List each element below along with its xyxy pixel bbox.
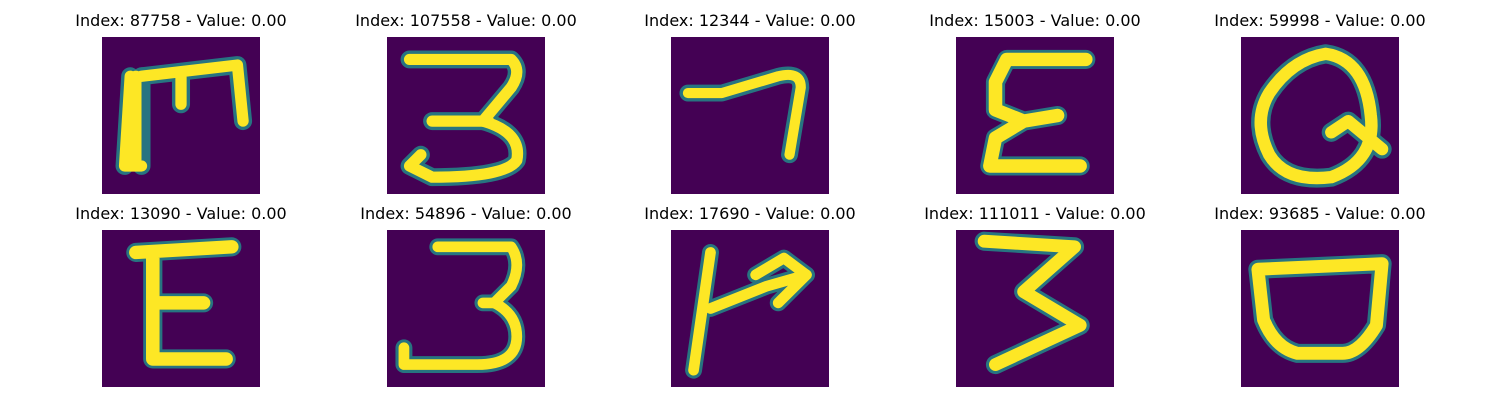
panel-2: Index: 107558 - Value: 0.00 xyxy=(324,9,608,194)
panel-title: Index: 111011 - Value: 0.00 xyxy=(924,204,1146,223)
panel-title: Index: 107558 - Value: 0.00 xyxy=(355,11,577,30)
glyph-image xyxy=(387,37,545,194)
glyph-image xyxy=(1241,230,1399,387)
panel-title: Index: 59998 - Value: 0.00 xyxy=(1214,11,1426,30)
panel-7: Index: 54896 - Value: 0.00 xyxy=(324,202,608,387)
glyph-image xyxy=(671,37,829,194)
panel-title: Index: 87758 - Value: 0.00 xyxy=(75,11,287,30)
panel-title: Index: 15003 - Value: 0.00 xyxy=(929,11,1141,30)
glyph-image xyxy=(102,230,260,387)
glyph-image xyxy=(1241,37,1399,194)
panel-6: Index: 13090 - Value: 0.00 xyxy=(39,202,323,387)
panel-title: Index: 12344 - Value: 0.00 xyxy=(644,11,856,30)
panel-5: Index: 59998 - Value: 0.00 xyxy=(1178,9,1462,194)
panel-8: Index: 17690 - Value: 0.00 xyxy=(608,202,892,387)
panel-3: Index: 12344 - Value: 0.00 xyxy=(608,9,892,194)
glyph-image xyxy=(102,37,260,194)
panel-title: Index: 93685 - Value: 0.00 xyxy=(1214,204,1426,223)
panel-title: Index: 13090 - Value: 0.00 xyxy=(75,204,287,223)
glyph-image xyxy=(387,230,545,387)
glyph-image xyxy=(956,37,1114,194)
panel-title: Index: 54896 - Value: 0.00 xyxy=(360,204,572,223)
panel-title: Index: 17690 - Value: 0.00 xyxy=(644,204,856,223)
panel-4: Index: 15003 - Value: 0.00 xyxy=(893,9,1177,194)
panel-9: Index: 111011 - Value: 0.00 xyxy=(893,202,1177,387)
panel-10: Index: 93685 - Value: 0.00 xyxy=(1178,202,1462,387)
panel-1: Index: 87758 - Value: 0.00 xyxy=(39,9,323,194)
glyph-image xyxy=(671,230,829,387)
glyph-image xyxy=(956,230,1114,387)
